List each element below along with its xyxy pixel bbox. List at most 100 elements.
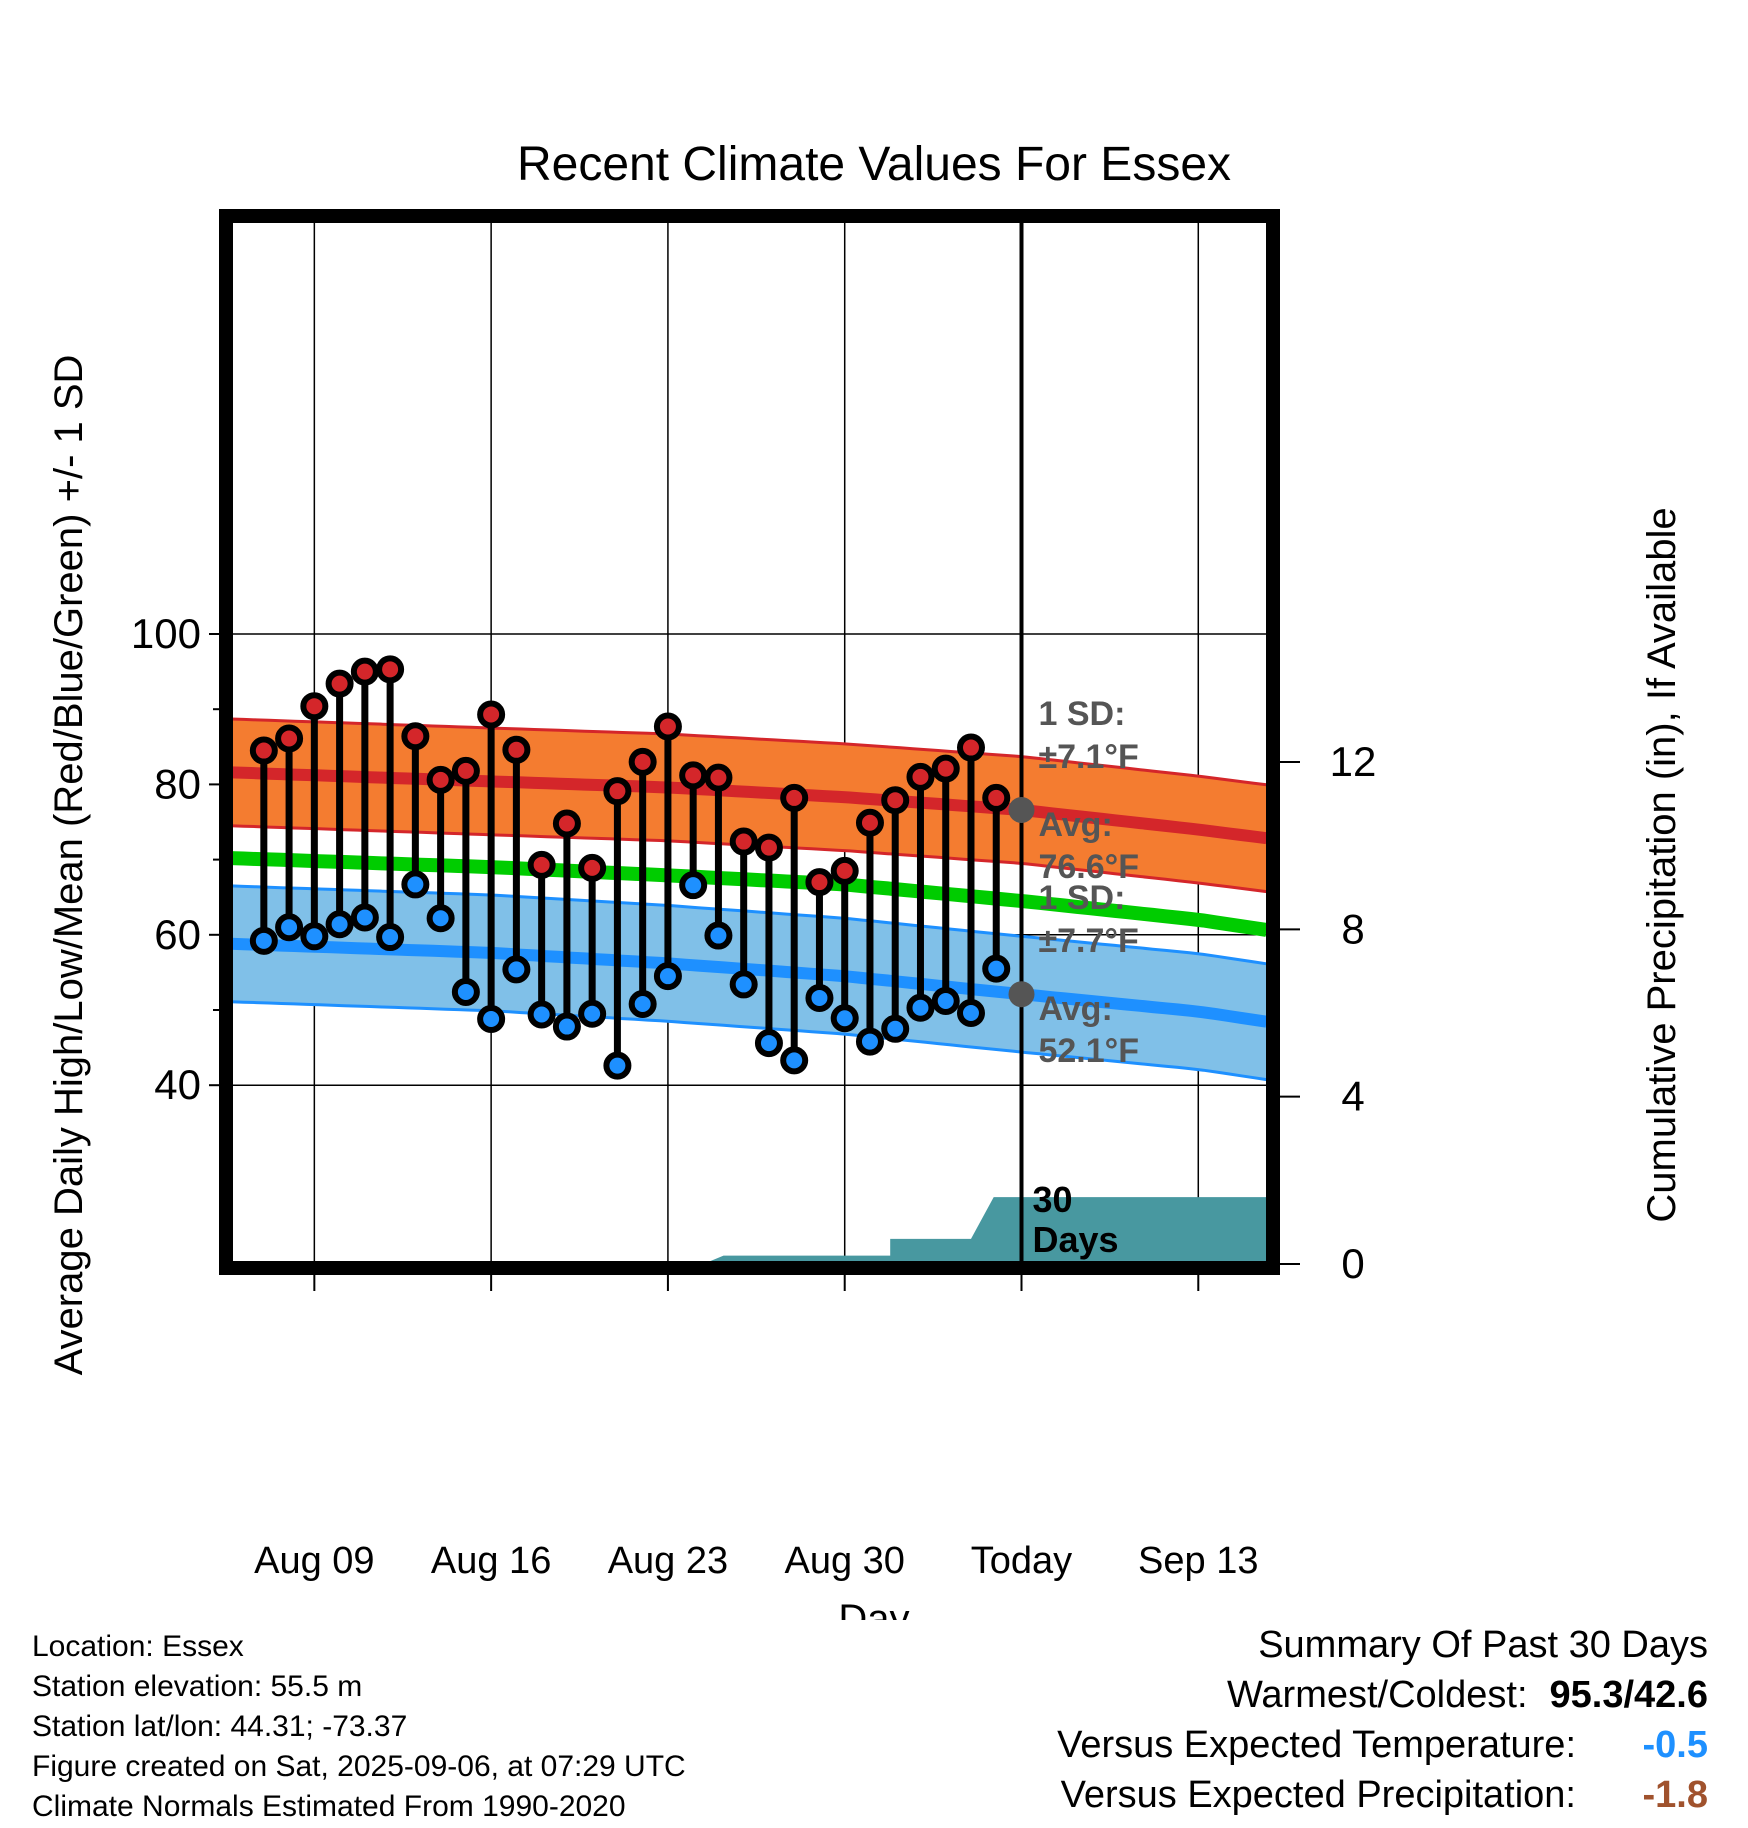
y2-tick-label: 4 xyxy=(1341,1073,1364,1120)
summary-panel: Summary Of Past 30 Days Warmest/Coldest:… xyxy=(1057,1620,1708,1820)
chart-title: Recent Climate Values For Essex xyxy=(517,138,1231,191)
high-sd-band-upper-edge xyxy=(231,717,1267,787)
daily-high-point xyxy=(401,722,430,751)
daily-high-point xyxy=(805,868,834,897)
daily-high-point xyxy=(982,783,1011,812)
low-avg-marker xyxy=(1008,981,1035,1008)
daily-low-point xyxy=(931,986,960,1015)
x-tick-label: Aug 09 xyxy=(254,1540,374,1582)
mean-line xyxy=(231,851,1268,937)
daily-high-point xyxy=(653,712,682,741)
latlon-text: Station lat/lon: 44.31; -73.37 xyxy=(32,1710,408,1743)
daily-low-point xyxy=(401,870,430,899)
y-axis-label: Average Daily High/Low/Mean (Red/Blue/Gr… xyxy=(47,355,91,1376)
daily-high-point xyxy=(780,783,809,812)
precipitation-area xyxy=(703,1197,1269,1264)
daily-high-point xyxy=(300,692,329,721)
temp-label: Versus Expected Temperature: xyxy=(1057,1724,1576,1766)
y-tick-label: 100 xyxy=(131,610,201,657)
location-text: Location: Essex xyxy=(32,1630,244,1663)
summary-title: Summary Of Past 30 Days xyxy=(1258,1624,1708,1666)
temp-row: Versus Expected Temperature: -0.5 xyxy=(1057,1720,1708,1770)
elevation-text: Station elevation: 55.5 m xyxy=(32,1670,363,1703)
daily-low-point xyxy=(578,999,607,1028)
daily-high-point xyxy=(477,700,506,729)
daily-high-point xyxy=(249,736,278,765)
daily-high-point xyxy=(704,763,733,792)
daily-low-point xyxy=(855,1027,884,1056)
daily-low-point xyxy=(754,1029,783,1058)
daily-low-point xyxy=(300,922,329,951)
y2-axis-label: Cumulative Precipitation (in), If Availa… xyxy=(1640,507,1684,1222)
daily-high-point xyxy=(426,765,455,794)
created-text: Figure created on Sat, 2025-09-06, at 07… xyxy=(32,1750,686,1783)
daily-high-point xyxy=(502,735,531,764)
daily-low-point xyxy=(881,1014,910,1043)
x-axis-label: Day xyxy=(838,1597,909,1620)
x-tick-label: Aug 30 xyxy=(784,1540,904,1582)
daily-high-point xyxy=(578,853,607,882)
window-label-number: 30 xyxy=(1032,1179,1072,1220)
station-info: Location: Essex Station elevation: 55.5 … xyxy=(32,1627,686,1827)
daily-low-point xyxy=(805,983,834,1012)
warm-cold-value: 95.3/42.6 xyxy=(1549,1674,1708,1716)
daily-low-point xyxy=(906,993,935,1022)
plot-frame xyxy=(219,209,1280,1275)
y-tick-label: 60 xyxy=(154,911,201,958)
daily-low-point xyxy=(628,989,657,1018)
y2-tick-label: 12 xyxy=(1330,738,1377,785)
daily-high-point xyxy=(325,669,354,698)
daily-high-point xyxy=(906,762,935,791)
daily-low-point xyxy=(275,913,304,942)
daily-low-point xyxy=(603,1051,632,1080)
window-label-days: Days xyxy=(1032,1219,1118,1260)
y2-tick-label: 8 xyxy=(1341,905,1364,952)
normals-text: Climate Normals Estimated From 1990-2020 xyxy=(32,1790,626,1823)
daily-high-point xyxy=(679,761,708,790)
x-tick-label: Aug 16 xyxy=(431,1540,551,1582)
y-tick-label: 40 xyxy=(154,1061,201,1108)
daily-high-point xyxy=(376,655,405,684)
precip-row: Versus Expected Precipitation: -1.8 xyxy=(1057,1770,1708,1820)
y2-tick-label: 0 xyxy=(1341,1240,1364,1287)
plot-area xyxy=(231,211,1269,1264)
precip-value: -1.8 xyxy=(1642,1774,1708,1816)
daily-low-point xyxy=(249,926,278,955)
daily-high-point xyxy=(527,850,556,879)
low-avg-label: Avg: xyxy=(1038,990,1112,1028)
daily-high-point xyxy=(729,827,758,856)
daily-low-point xyxy=(552,1012,581,1041)
daily-low-point xyxy=(477,1005,506,1034)
daily-high-point xyxy=(881,786,910,815)
low-sd-value: ±7.7°F xyxy=(1038,922,1138,960)
daily-low-point xyxy=(780,1046,809,1075)
daily-low-point xyxy=(956,999,985,1028)
daily-low-point xyxy=(376,923,405,952)
temp-value: -0.5 xyxy=(1642,1724,1708,1766)
daily-low-point xyxy=(653,962,682,991)
daily-high-point xyxy=(956,733,985,762)
daily-low-point xyxy=(451,977,480,1006)
daily-low-point xyxy=(325,910,354,939)
x-tick-label: Today xyxy=(971,1540,1072,1582)
daily-low-point xyxy=(704,921,733,950)
warm-cold-label: Warmest/Coldest: xyxy=(1226,1674,1528,1716)
daily-high-point xyxy=(628,747,657,776)
daily-high-point xyxy=(451,756,480,785)
daily-high-point xyxy=(931,754,960,783)
high-avg-label: Avg: xyxy=(1038,806,1112,844)
daily-high-point xyxy=(603,777,632,806)
daily-low-point xyxy=(830,1004,859,1033)
daily-high-point xyxy=(754,833,783,862)
high-avg-value: 76.6°F xyxy=(1038,848,1139,886)
daily-low-point xyxy=(729,970,758,999)
daily-low-point xyxy=(502,955,531,984)
climate-chart: Recent Climate Values For Essex 1 SD: ±7.… xyxy=(47,138,1684,1620)
high-avg-marker xyxy=(1008,796,1035,823)
daily-low-point xyxy=(350,903,379,932)
daily-high-point xyxy=(855,808,884,837)
x-tick-label: Sep 13 xyxy=(1138,1540,1258,1582)
low-sd-band-lower-edge xyxy=(231,1000,1267,1082)
daily-low-point xyxy=(679,871,708,900)
warm-cold-row: Warmest/Coldest: 95.3/42.6 xyxy=(1057,1670,1708,1720)
